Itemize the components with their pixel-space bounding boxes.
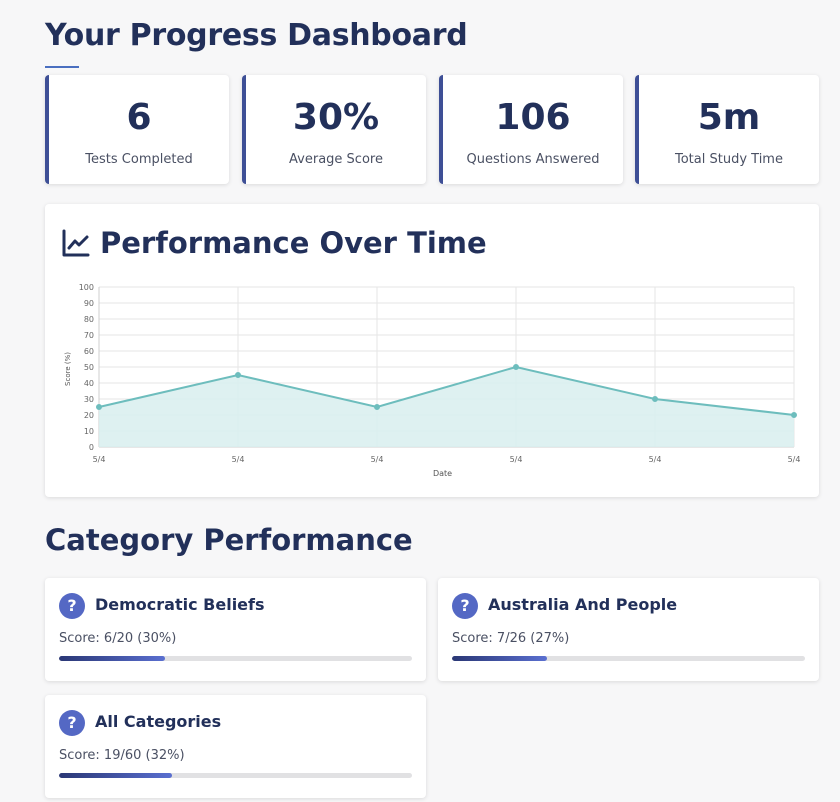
- stat-value: 106: [495, 97, 571, 138]
- performance-chart-card: Performance Over Time 0 10 20 30 40 50 60 70 80 9…: [45, 204, 819, 497]
- stat-value: 5m: [697, 97, 761, 138]
- category-progress-bar: [452, 656, 805, 661]
- page-title: Your Progress Dashboard: [45, 18, 468, 53]
- stat-card-average-score: 30% Average Score: [242, 75, 426, 184]
- stat-label: Total Study Time: [675, 152, 783, 167]
- data-point: [374, 404, 380, 410]
- x-axis-title: Date: [433, 469, 452, 478]
- line-chart-icon: [62, 229, 90, 257]
- category-name: Democratic Beliefs: [95, 595, 265, 614]
- question-icon: ?: [59, 710, 85, 736]
- category-name: All Categories: [95, 712, 222, 731]
- category-card-australia-and-people: ? Australia And People Score: 7/26 (27%): [438, 578, 819, 681]
- category-name: Australia And People: [488, 595, 678, 614]
- data-point: [96, 404, 102, 410]
- category-card-democratic-beliefs: ? Democratic Beliefs Score: 6/20 (30%): [45, 578, 426, 681]
- x-tick-label: 5/4: [510, 455, 523, 464]
- data-point: [513, 364, 519, 370]
- performance-chart: 0 10 20 30 40 50 60 70 80 90 100 5/4 5/4 5/4 5/4 5/4 5/4…: [64, 283, 801, 478]
- question-icon: ?: [59, 593, 85, 619]
- category-card-all-categories: ? All Categories Score: 19/60 (32%): [45, 695, 426, 798]
- x-tick-label: 5/4: [93, 455, 106, 464]
- x-tick-label: 5/4: [371, 455, 384, 464]
- stat-value: 6: [126, 97, 152, 138]
- series-area: [99, 367, 794, 447]
- y-tick-label: 20: [84, 411, 94, 420]
- y-tick-label: 40: [84, 379, 94, 388]
- category-progress-bar: [59, 656, 412, 661]
- y-tick-label: 100: [79, 283, 94, 292]
- series-line: [98, 365, 795, 416]
- stat-value: 30%: [292, 97, 380, 138]
- category-score: Score: 6/20 (30%): [59, 631, 177, 646]
- stat-card-total-study-time: 5m Total Study Time: [635, 75, 819, 184]
- stat-card-tests-completed: 6 Tests Completed: [45, 75, 229, 184]
- category-progress-fill: [452, 656, 548, 661]
- x-tick-label: 5/4: [649, 455, 662, 464]
- y-tick-label: 30: [84, 395, 94, 404]
- x-tick-label: 5/4: [232, 455, 245, 464]
- data-point: [235, 372, 241, 378]
- category-progress-fill: [59, 656, 165, 661]
- y-tick-label: 50: [84, 363, 94, 372]
- y-tick-label: 90: [84, 299, 94, 308]
- question-icon: ?: [452, 593, 478, 619]
- performance-title: Performance Over Time: [100, 226, 487, 260]
- y-tick-label: 80: [84, 315, 94, 324]
- stat-label: Average Score: [289, 152, 383, 167]
- stat-label: Tests Completed: [85, 152, 193, 167]
- category-progress-fill: [59, 773, 172, 778]
- category-progress-bar: [59, 773, 412, 778]
- y-tick-label: 10: [84, 427, 94, 436]
- x-tick-label: 5/4: [788, 455, 801, 464]
- category-score: Score: 19/60 (32%): [59, 748, 185, 763]
- title-underline: [45, 66, 79, 68]
- data-point: [791, 412, 797, 418]
- performance-heading: Performance Over Time: [61, 226, 487, 260]
- category-section-title: Category Performance: [45, 523, 413, 557]
- y-tick-label: 70: [84, 331, 94, 340]
- stat-card-questions-answered: 106 Questions Answered: [439, 75, 623, 184]
- data-point: [652, 396, 658, 402]
- category-score: Score: 7/26 (27%): [452, 631, 570, 646]
- y-axis-title: Score (%): [64, 352, 72, 386]
- y-tick-label: 0: [89, 443, 94, 452]
- stat-label: Questions Answered: [466, 152, 600, 167]
- y-tick-label: 60: [84, 347, 94, 356]
